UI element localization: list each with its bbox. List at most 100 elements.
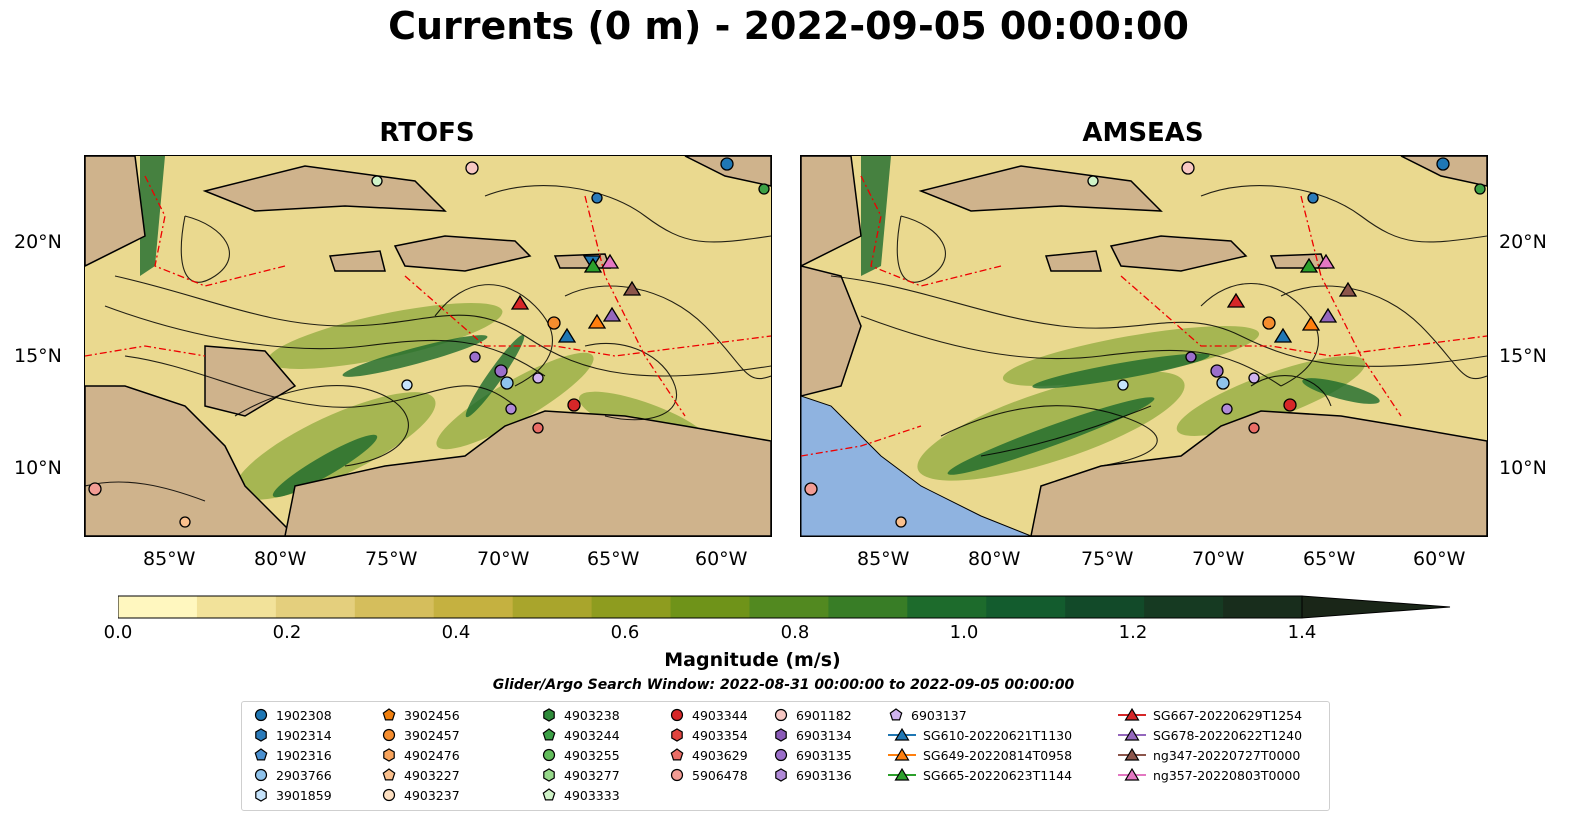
legend-item: 1902308 <box>252 705 332 725</box>
figure-title: Currents (0 m) - 2022-09-05 00:00:00 <box>388 4 1189 48</box>
legend-item-label: 4903277 <box>564 767 620 783</box>
legend-marker-icon <box>382 708 396 721</box>
lon-tick-left-75w: 75°W <box>365 548 418 570</box>
legend-marker-icon <box>1118 707 1146 721</box>
legend-item-label: 4903333 <box>564 787 620 803</box>
lon-tick-right-65w: 65°W <box>1303 548 1356 570</box>
legend-item: SG678-20220622T1240 <box>1117 725 1302 745</box>
legend-item: 6901182 <box>772 705 852 725</box>
legend-item-label: 1902316 <box>276 747 332 763</box>
lon-tick-right-70w: 70°W <box>1192 548 1245 570</box>
legend-item-label: 4903238 <box>564 707 620 723</box>
legend: 1902308 1902314 1902316 2903766 3901859 39024… <box>241 701 1330 811</box>
legend-marker-icon <box>774 708 788 722</box>
legend-item-label: 3902457 <box>404 727 460 743</box>
legend-item-label: SG610-20220621T1130 <box>923 727 1073 743</box>
legend-item: SG667-20220629T1254 <box>1117 705 1302 725</box>
legend-marker-icon <box>775 768 787 782</box>
lat-tick-left-15n: 15°N <box>14 345 62 367</box>
lon-tick-right-60w: 60°W <box>1413 548 1466 570</box>
legend-item: 2903766 <box>252 765 332 785</box>
legend-marker-icon <box>888 727 916 741</box>
legend-marker-icon <box>774 748 788 762</box>
legend-item-label: 5906478 <box>692 767 748 783</box>
legend-item-label: 6903135 <box>796 747 852 763</box>
legend-item: 1902314 <box>252 725 332 745</box>
legend-item: 4903277 <box>540 765 620 785</box>
legend-item-label: 6903136 <box>796 767 852 783</box>
current-map-amseas <box>801 156 1487 536</box>
legend-item: 6903134 <box>772 725 852 745</box>
colorbar-segment <box>433 596 514 618</box>
legend-marker-icon <box>775 728 787 742</box>
colorbar-segment <box>354 596 435 618</box>
colorbar-tick: 0.8 <box>780 622 810 643</box>
legend-marker-icon <box>542 728 556 741</box>
colorbar-segment <box>670 596 750 618</box>
lat-tick-right-20n: 20°N <box>1499 231 1547 253</box>
legend-item-label: 3901859 <box>276 787 332 803</box>
legend-marker-icon <box>670 708 684 722</box>
legend-item: 6903135 <box>772 745 852 765</box>
legend-item: 6903137 <box>887 705 967 725</box>
legend-marker-icon <box>383 748 395 762</box>
colorbar-tick: 0.6 <box>610 622 640 643</box>
legend-marker-icon <box>1118 727 1146 741</box>
lat-tick-right-15n: 15°N <box>1499 345 1547 367</box>
map-panel-amseas[interactable] <box>800 155 1488 537</box>
colorbar-extend-arrow <box>1301 595 1451 619</box>
colorbar-tick: 1.0 <box>949 622 979 643</box>
legend-item: 4903344 <box>668 705 748 725</box>
legend-marker-icon <box>889 708 903 721</box>
legend-item-label: 4903354 <box>692 727 748 743</box>
legend-marker-icon <box>1118 767 1146 781</box>
legend-marker-icon <box>543 768 555 782</box>
legend-item-label: 1902308 <box>276 707 332 723</box>
legend-marker-icon <box>255 728 267 742</box>
legend-item-label: SG665-20220623T1144 <box>923 767 1073 783</box>
legend-item-label: 4903244 <box>564 727 620 743</box>
legend-marker-icon <box>671 728 683 742</box>
colorbar-tick: 1.4 <box>1287 622 1317 643</box>
legend-item: ng357-20220803T0000 <box>1117 765 1300 785</box>
legend-item: 4903255 <box>540 745 620 765</box>
colorbar-segment <box>828 596 908 618</box>
legend-item: 6903136 <box>772 765 852 785</box>
lon-tick-left-70w: 70°W <box>477 548 530 570</box>
legend-marker-icon <box>670 768 684 782</box>
map-panel-rtofs[interactable] <box>84 155 772 537</box>
legend-marker-icon <box>382 768 396 781</box>
legend-item: 5906478 <box>668 765 748 785</box>
search-window-caption: Glider/Argo Search Window: 2022-08-31 00… <box>492 677 1075 693</box>
legend-item-label: 4903237 <box>404 787 460 803</box>
legend-marker-icon <box>888 767 916 781</box>
legend-item-label: 4903629 <box>692 747 748 763</box>
legend-item-label: 4902476 <box>404 747 460 763</box>
colorbar-segment <box>591 596 672 618</box>
colorbar-segment <box>196 596 277 618</box>
legend-item-label: 1902314 <box>276 727 332 743</box>
colorbar-tick: 1.2 <box>1118 622 1148 643</box>
lon-tick-right-85w: 85°W <box>857 548 910 570</box>
legend-marker-icon <box>254 708 268 722</box>
legend-item-label: 4903255 <box>564 747 620 763</box>
lat-tick-right-10n: 10°N <box>1499 457 1547 479</box>
legend-item: 4903354 <box>668 725 748 745</box>
lon-tick-left-85w: 85°W <box>143 548 196 570</box>
legend-item: 3901859 <box>252 785 332 805</box>
legend-marker-icon <box>254 748 268 761</box>
current-map-rtofs <box>85 156 771 536</box>
legend-item-label: ng347-20220727T0000 <box>1153 747 1301 763</box>
legend-item: 4903227 <box>380 765 460 785</box>
colorbar-tick: 0.0 <box>103 622 133 643</box>
lon-tick-left-80w: 80°W <box>254 548 307 570</box>
legend-marker-icon <box>382 788 396 802</box>
lat-tick-left-20n: 20°N <box>14 231 62 253</box>
legend-item-label: 3902456 <box>404 707 460 723</box>
legend-item: 4903333 <box>540 785 620 805</box>
colorbar-segment <box>275 596 356 618</box>
legend-marker-icon <box>542 748 556 762</box>
legend-marker-icon <box>543 708 555 722</box>
legend-item: 1902316 <box>252 745 332 765</box>
lon-tick-left-60w: 60°W <box>695 548 748 570</box>
